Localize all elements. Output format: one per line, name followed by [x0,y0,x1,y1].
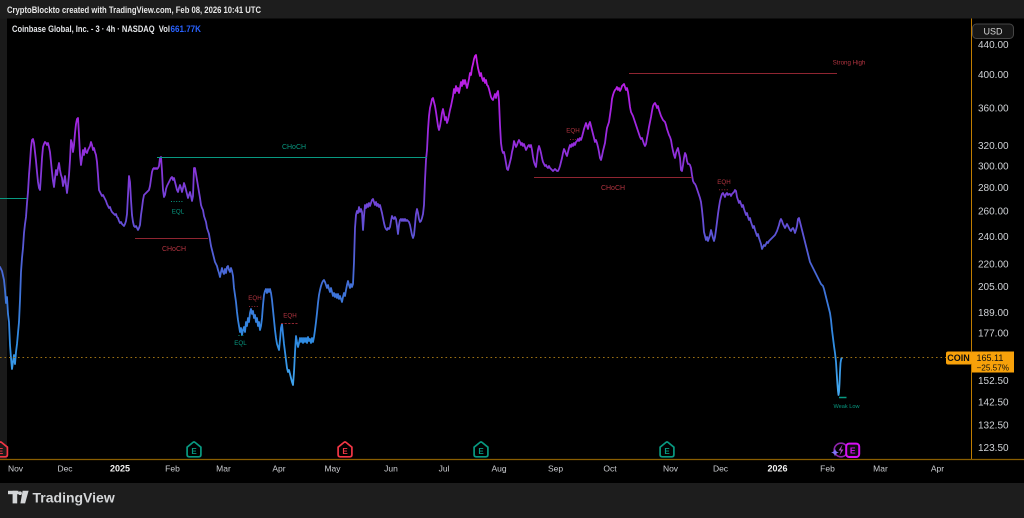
svg-text:E: E [664,447,670,456]
svg-text:189.00: 189.00 [978,308,1009,319]
svg-text:Nov: Nov [663,464,679,474]
svg-text:440.00: 440.00 [978,40,1009,51]
svg-text:220.00: 220.00 [978,260,1009,271]
svg-text:Dec: Dec [713,464,729,474]
svg-text:Feb: Feb [820,464,835,474]
svg-text:E: E [191,447,197,456]
svg-text:142.50: 142.50 [978,397,1009,408]
svg-text:CHoCH: CHoCH [601,185,625,192]
svg-text:Apr: Apr [931,464,944,474]
svg-text:Mar: Mar [216,464,231,474]
svg-text:COIN: COIN [947,353,970,363]
svg-text:Apr: Apr [272,464,285,474]
svg-text:2026: 2026 [767,464,787,474]
svg-text:Strong High: Strong High [833,60,866,67]
svg-text:EQH: EQH [717,179,730,186]
svg-text:Dec: Dec [57,464,73,474]
svg-text:300.00: 300.00 [978,161,1009,172]
svg-text:EQH: EQH [248,295,261,302]
svg-text:E: E [0,447,4,456]
svg-text:Weak Low: Weak Low [833,404,860,410]
svg-text:177.00: 177.00 [978,329,1009,340]
svg-text:360.00: 360.00 [978,104,1009,115]
svg-text:Mar: Mar [873,464,888,474]
svg-text:Coinbase Global, Inc. - 3 · 4h: Coinbase Global, Inc. - 3 · 4h · NASDAQ … [12,24,170,35]
svg-text:2025: 2025 [110,464,130,474]
svg-text:EQH: EQH [283,313,296,320]
svg-text:Jul: Jul [439,464,450,474]
svg-text:260.00: 260.00 [978,207,1009,218]
svg-text:EQL: EQL [234,340,247,347]
svg-text:165.11: 165.11 [977,353,1004,363]
svg-text:123.50: 123.50 [978,443,1009,454]
svg-text:661.77K: 661.77K [171,24,202,35]
svg-text:EQL: EQL [172,209,185,216]
svg-text:280.00: 280.00 [978,183,1009,194]
svg-text:CryptoBlockto created with Tra: CryptoBlockto created with TradingView.c… [7,5,261,16]
svg-text:USD: USD [983,27,1003,37]
svg-text:132.50: 132.50 [978,421,1009,432]
svg-text:400.00: 400.00 [978,70,1009,81]
svg-text:205.00: 205.00 [978,282,1009,293]
svg-text:May: May [324,464,341,474]
svg-text:152.50: 152.50 [978,376,1009,387]
svg-text:CHoCH: CHoCH [162,246,186,253]
svg-text:Aug: Aug [491,464,506,474]
svg-text:TradingView: TradingView [33,490,115,506]
svg-text:Oct: Oct [603,464,617,474]
svg-text:E: E [478,447,484,456]
svg-text:240.00: 240.00 [978,232,1009,243]
svg-text:320.00: 320.00 [978,141,1009,152]
svg-text:E: E [342,447,348,456]
svg-text:E: E [850,446,856,456]
svg-text:−25.57%: −25.57% [977,364,1010,373]
svg-text:Feb: Feb [165,464,180,474]
svg-text:EQH: EQH [566,128,579,135]
svg-text:CHoCH: CHoCH [282,144,306,151]
svg-text:Nov: Nov [8,464,24,474]
svg-text:Sep: Sep [548,464,563,474]
svg-text:Jun: Jun [384,464,398,474]
